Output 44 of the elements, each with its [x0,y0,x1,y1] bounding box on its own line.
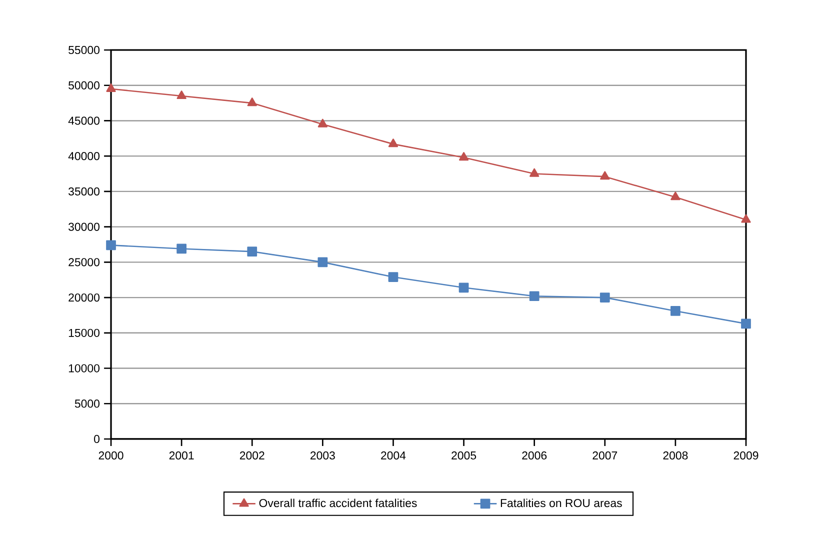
x-tick-label: 2006 [522,451,547,460]
point [247,246,258,256]
point [741,318,751,329]
y-tick-label: 35000 [68,187,100,196]
point [600,171,610,180]
x-tick-label: 2002 [240,451,264,460]
point [670,192,680,200]
point [388,138,398,148]
y-tick-label: 50000 [68,81,100,90]
y-tick-label: 10000 [68,364,100,372]
y-tick-label: 30000 [68,222,100,231]
point [106,83,116,92]
legend-label: Overall traffic accident fatalities [259,498,417,508]
y-tick-label: 55000 [68,46,100,54]
x-tick-label: 2009 [734,451,758,460]
y-tick-label: 15000 [68,328,100,337]
point [176,244,186,254]
point [318,118,328,128]
x-tick-label: 2007 [592,451,618,460]
point [458,282,469,293]
y-tick-label: 25000 [68,258,100,266]
y-tick-label: 40000 [68,152,100,160]
point [247,98,257,106]
y-tick-label: 0 [94,434,100,444]
point [106,240,116,250]
point [600,292,610,302]
point [176,90,186,100]
point [529,291,540,302]
point [670,306,680,316]
point [741,214,751,223]
x-tick-label: 2003 [310,451,335,460]
x-tick-label: 2005 [452,451,476,460]
y-tick-label: 5000 [74,400,100,408]
y-tick-label: 20000 [68,293,100,302]
legend-label: Fatalities on ROU areas [500,498,622,508]
x-tick-label: 2004 [381,451,406,460]
y-tick-label: 45000 [68,116,100,125]
x-tick-label: 2001 [169,451,194,460]
x-tick-label: 2000 [98,451,124,460]
point [458,152,469,161]
point [530,168,540,177]
x-tick-label: 2008 [663,451,688,460]
point [388,272,398,282]
point [318,257,328,268]
